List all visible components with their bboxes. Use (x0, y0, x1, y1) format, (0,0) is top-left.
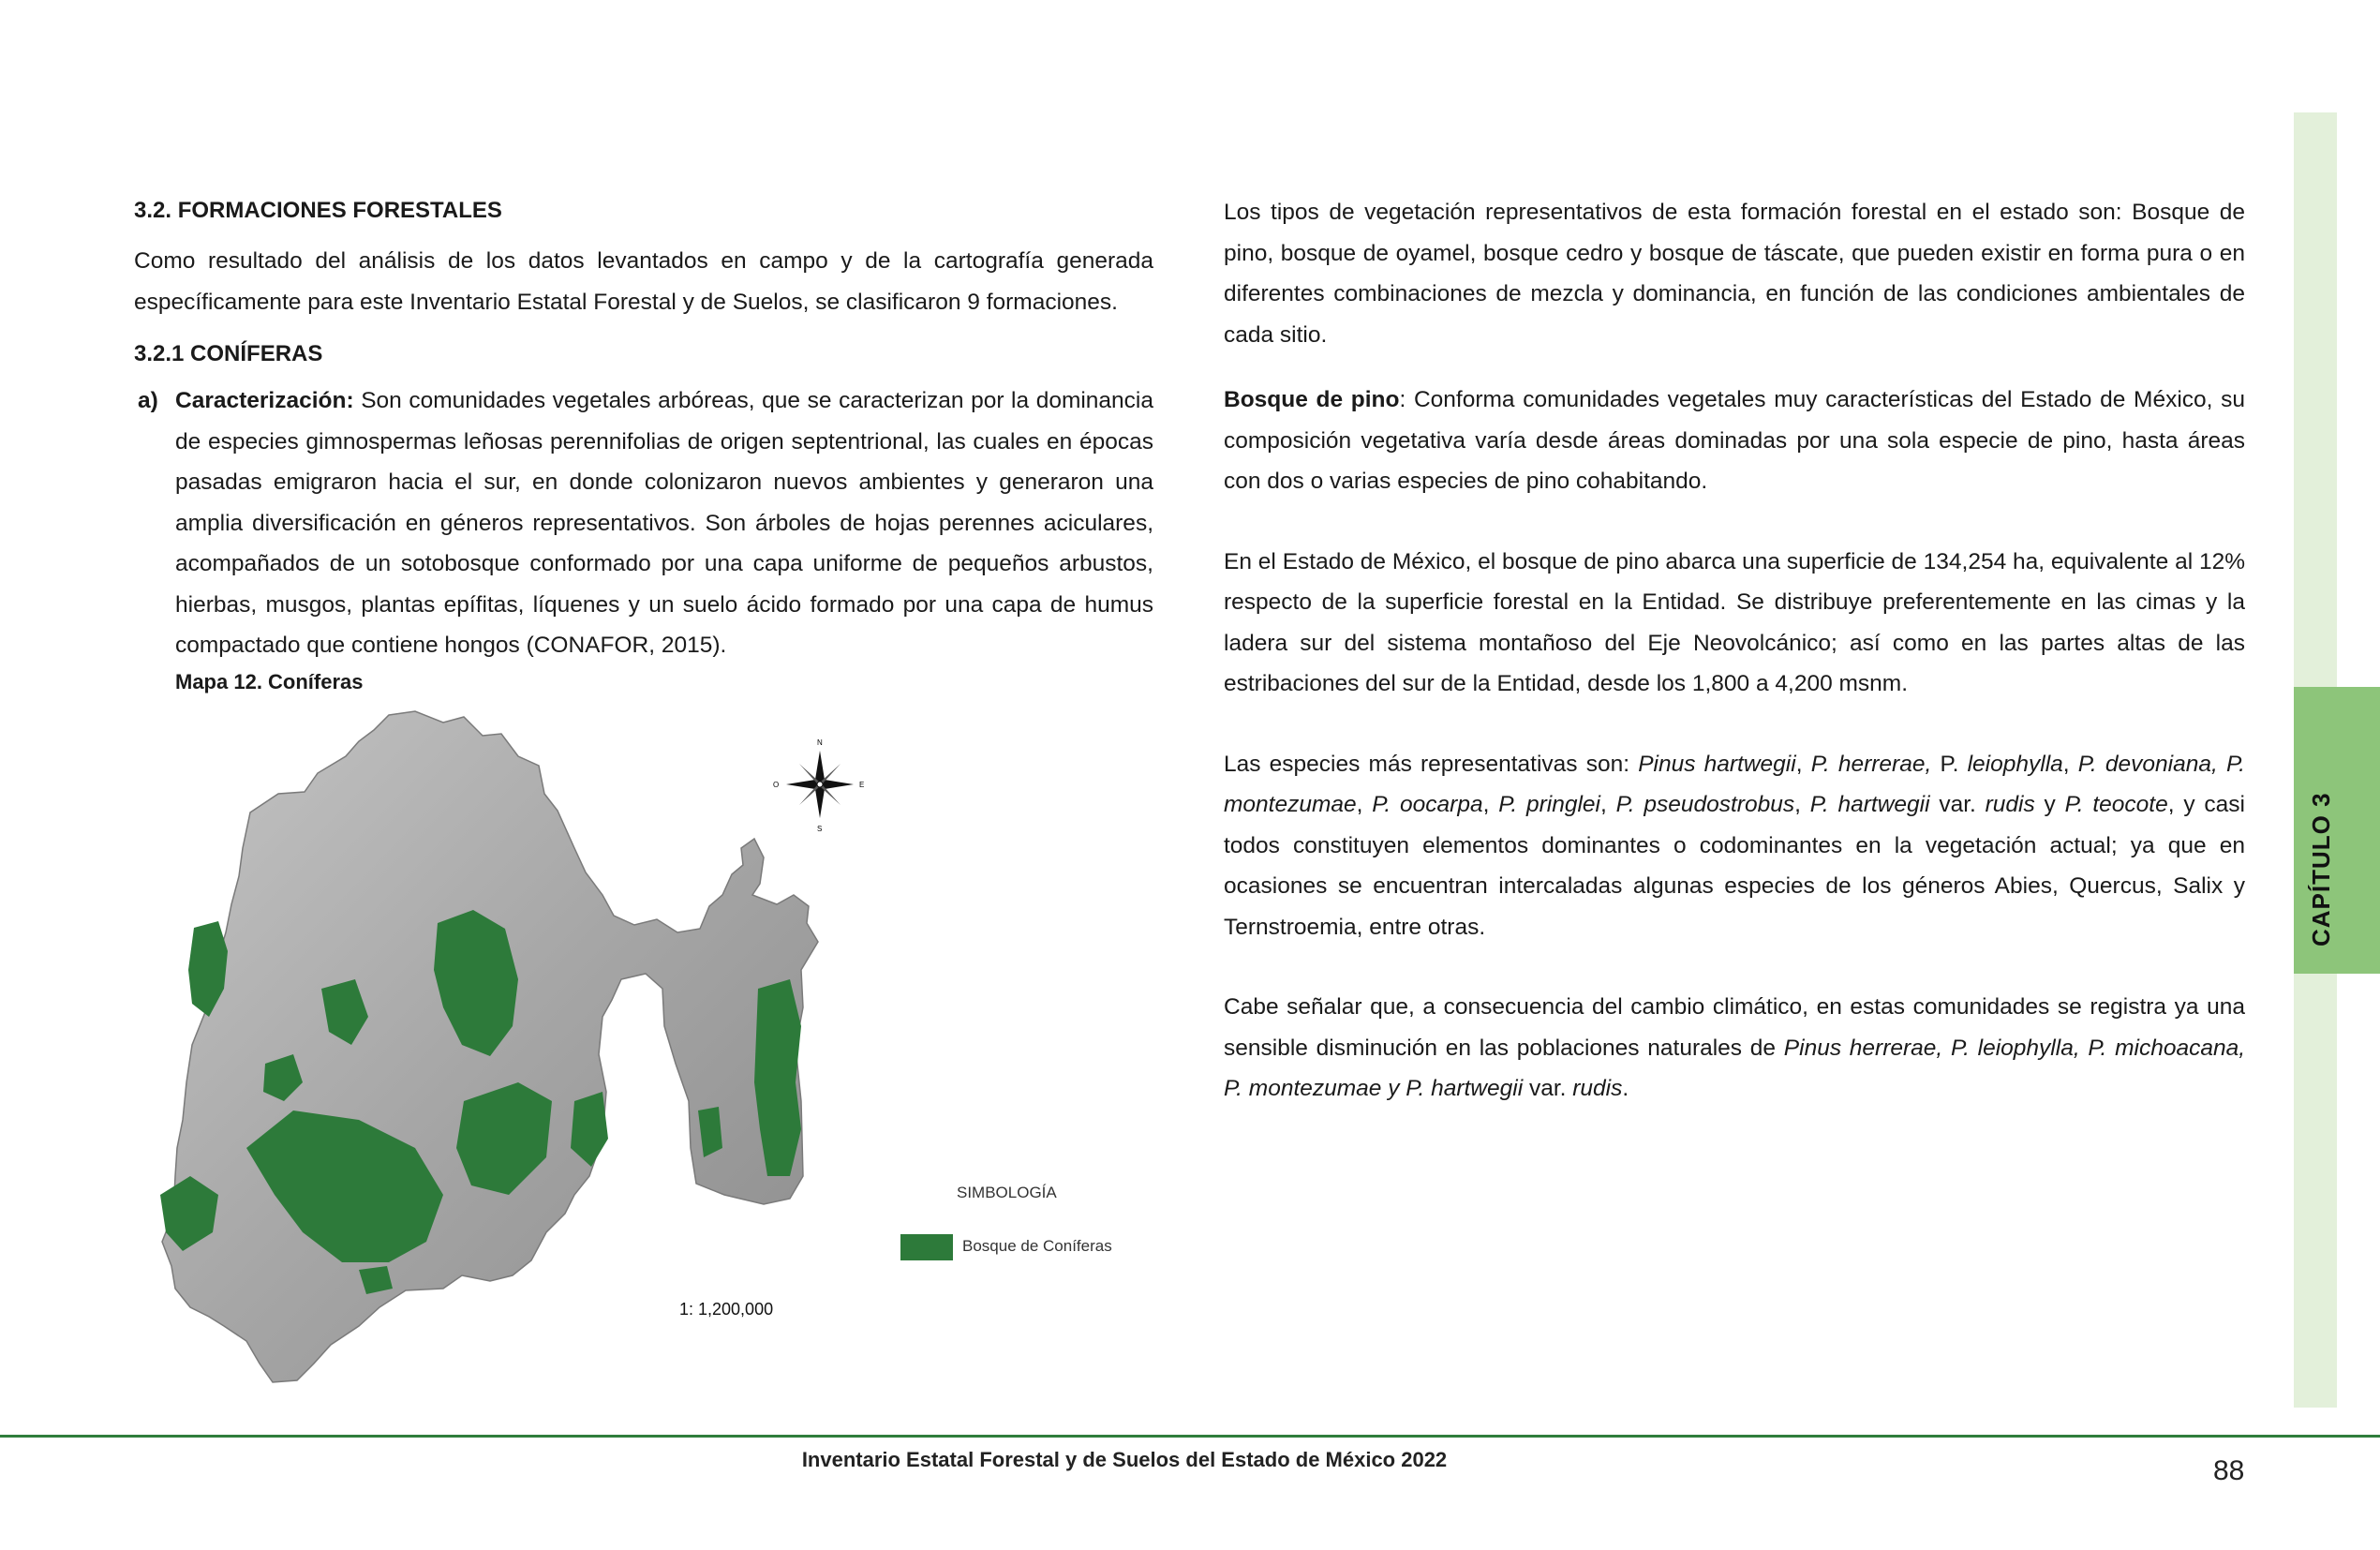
compass-s: S (817, 825, 822, 833)
legend-label: Bosque de Coníferas (962, 1237, 1112, 1255)
footer-title: Inventario Estatal Forestal y de Suelos … (801, 1448, 1448, 1471)
footer-divider (0, 1435, 2380, 1438)
state-map: N S E O (160, 710, 864, 1383)
paragraph-species: Las especies más representativas son: Pi… (1224, 751, 2245, 940)
map-scale: 1: 1,200,000 (679, 1300, 774, 1319)
chapter-tab (2294, 687, 2380, 974)
map-caption: Mapa 12. Coníferas (175, 669, 364, 693)
section-heading: 3.2. FORMACIONES FORESTALES (134, 198, 502, 223)
page-number: 88 (2213, 1455, 2245, 1486)
conifer-areas (160, 910, 801, 1294)
compass-n: N (817, 738, 823, 747)
paragraph-bosque-pino: Bosque de pino: Conforma comunidades veg… (1224, 387, 2245, 494)
subsection-heading: 3.2.1 CONÍFERAS (134, 341, 323, 366)
bosque-pino-label: Bosque de pino (1224, 387, 1400, 412)
legend-swatch-conifer (900, 1234, 953, 1260)
compass-e: E (859, 781, 864, 789)
left-column: 3.2. FORMACIONES FORESTALES Como resulta… (134, 192, 1153, 696)
list-item-caracterizacion: a) Caracterización: Son comunidades vege… (134, 380, 1153, 666)
paragraph-surface: En el Estado de México, el bosque de pin… (1224, 548, 2245, 697)
map-figure: N S E O SIMBOLOGÍA Bosque de Coníferas 1… (134, 708, 1153, 1392)
compass-rose: N S E O (773, 738, 864, 833)
chapter-label: CAPÍTULO 3 (2307, 792, 2335, 946)
item-label: Caracterización: (175, 388, 354, 413)
compass-o: O (773, 781, 779, 789)
paragraph-vegetation-types: Los tipos de vegetación representativos … (1224, 200, 2245, 348)
list-marker: a) (138, 388, 158, 413)
intro-paragraph: Como resultado del análisis de los datos… (134, 248, 1153, 315)
paragraph-climate-change: Cabe señalar que, a consecuencia del cam… (1224, 994, 2245, 1101)
legend-title: SIMBOLOGÍA (957, 1184, 1057, 1201)
right-column: Los tipos de vegetación representativos … (1224, 192, 2245, 1110)
item-text: Son comunidades vegetales arbóreas, que … (175, 388, 1153, 658)
